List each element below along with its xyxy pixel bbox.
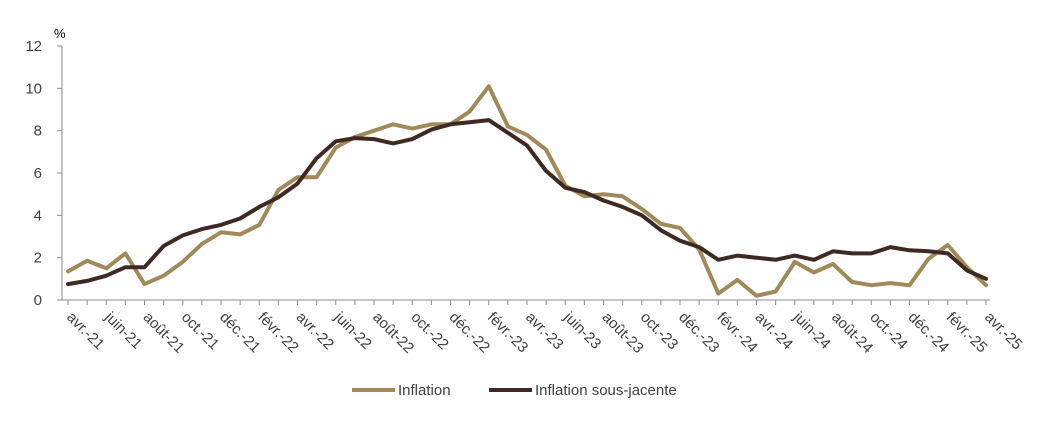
y-tick-label: 8 (34, 123, 42, 140)
x-axis: avr.-21juin-21août-21oct.-21déc.-21févr.… (62, 299, 1026, 357)
legend: Inflation Inflation sous-jacente (352, 382, 677, 399)
x-tick-label: août-21 (140, 309, 188, 357)
series-line-inflation-sous-jacente (66, 118, 988, 287)
x-tick-label: déc.-21 (216, 309, 263, 356)
x-tick-label: juin-23 (560, 308, 605, 353)
series-line-inflation (66, 84, 988, 298)
y-tick-label: 6 (34, 165, 42, 182)
y-tick-label: 4 (34, 207, 42, 224)
x-tick-label: août-23 (599, 309, 647, 357)
x-tick-label: déc.-24 (905, 309, 952, 356)
x-tick-label: févr.-22 (254, 309, 301, 356)
x-tick-label: févr.-24 (713, 309, 760, 356)
x-tick-label: juin-22 (330, 308, 375, 353)
y-tick-label: 10 (25, 80, 42, 97)
x-tick-label: déc.-23 (675, 309, 722, 356)
legend-label: Inflation (398, 382, 451, 399)
y-tick-label: 12 (25, 38, 42, 55)
x-tick-label: juin-21 (101, 308, 146, 353)
y-axis-unit-label: % (54, 26, 66, 41)
y-tick-label: 2 (34, 250, 42, 267)
x-tick-label: juin-24 (789, 308, 834, 353)
x-tick-label: déc.-22 (446, 309, 493, 356)
x-tick-label: avr.-21 (63, 309, 107, 353)
x-tick-label: févr.-25 (943, 309, 990, 356)
y-tick-label: 0 (34, 292, 42, 309)
x-tick-label: août-24 (828, 309, 876, 357)
series-lines (66, 84, 988, 298)
x-tick-label: févr.-23 (484, 309, 531, 356)
y-axis: 0 2 4 6 8 10 12 (25, 38, 63, 309)
legend-label: Inflation sous-jacente (535, 382, 677, 399)
x-tick-label: août-22 (369, 309, 417, 357)
